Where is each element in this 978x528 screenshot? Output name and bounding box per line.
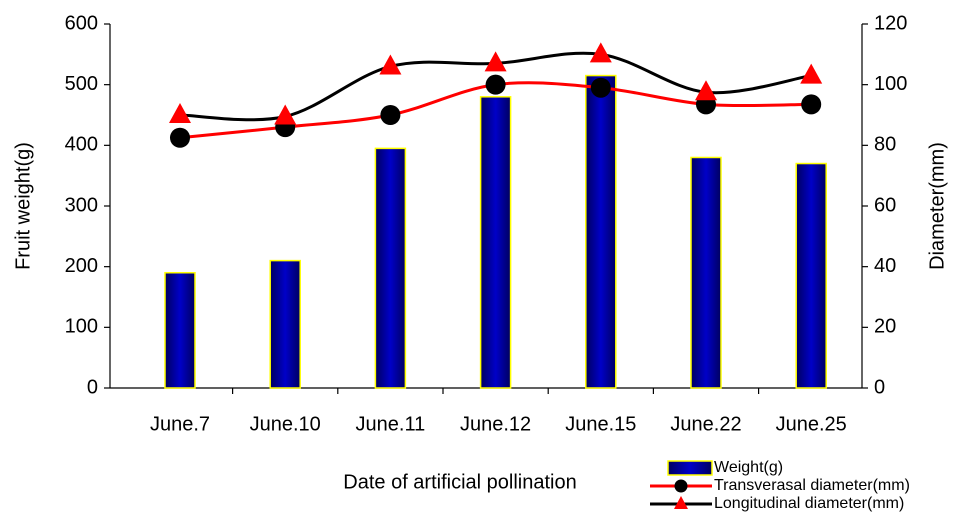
y-tick-label: 300 (65, 194, 98, 216)
y2-tick-label: 40 (874, 255, 896, 277)
y2-tick-label: 100 (874, 73, 907, 95)
bar (690, 156, 722, 389)
y2-tick-label: 60 (874, 194, 896, 216)
y2-tick-label: 120 (874, 12, 907, 34)
y2-axis-title: Diameter(mm) (926, 142, 948, 270)
x-tick-label: June.7 (150, 413, 210, 435)
x-tick-label: June.11 (356, 413, 426, 435)
legend: Weight(g)Transverasal diameter(mm)Longit… (650, 459, 910, 512)
y-axis-title: Fruit weight(g) (12, 142, 34, 270)
y-tick-label: 400 (65, 134, 98, 156)
y-tick-label: 200 (65, 255, 98, 277)
line-marker (274, 104, 297, 125)
y-tick-label: 100 (65, 316, 98, 338)
line-marker (170, 127, 190, 148)
legend-label: Longitudinal diameter(mm) (714, 495, 904, 512)
legend-label: Transverasal diameter(mm) (714, 477, 910, 494)
line-marker (485, 74, 506, 95)
line-marker (380, 105, 401, 125)
legend-marker (674, 496, 688, 509)
bar (164, 271, 196, 389)
line-marker (800, 63, 823, 84)
line-marker (484, 51, 507, 72)
x-tick-label: June.25 (776, 413, 847, 435)
legend-label: Weight(g) (714, 459, 783, 476)
y2-tick-label: 20 (874, 316, 896, 338)
y2-tick-label: 80 (874, 134, 896, 156)
y-tick-label: 600 (65, 12, 98, 34)
x-tick-label: June.12 (460, 413, 531, 435)
x-tick-label: June.15 (565, 413, 636, 435)
x-axis-title: Date of artificial pollination (343, 471, 576, 493)
x-tick-label: June.22 (670, 413, 741, 435)
bar (374, 147, 407, 389)
legend-marker (674, 479, 688, 493)
bar (479, 96, 512, 389)
y-tick-label: 0 (87, 376, 98, 398)
line-marker (169, 103, 191, 123)
line-marker (695, 80, 717, 101)
bar (585, 74, 617, 389)
line-marker (379, 54, 402, 75)
x-tick-label: June.10 (250, 413, 321, 435)
y2-tick-label: 0 (874, 376, 885, 398)
line-marker (590, 77, 611, 98)
bar (795, 162, 827, 389)
legend-swatch (667, 460, 713, 476)
bar (269, 259, 301, 389)
y-tick-label: 500 (65, 73, 98, 95)
line-marker (801, 94, 822, 115)
line-marker (589, 42, 612, 63)
